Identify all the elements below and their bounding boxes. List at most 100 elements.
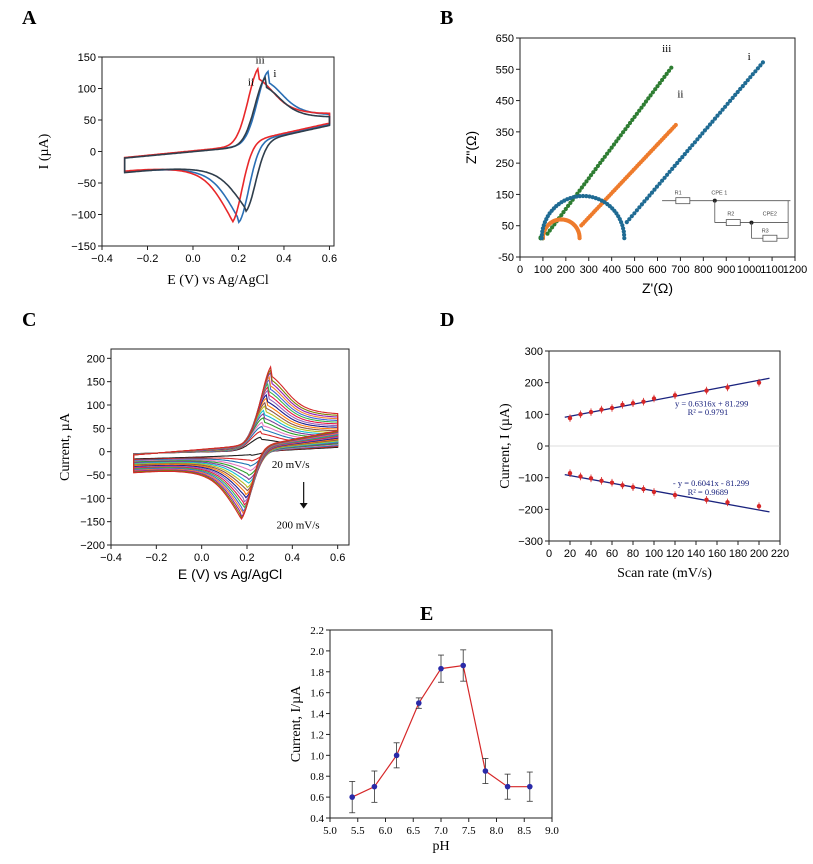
impedance-point-i — [745, 78, 750, 83]
impedance-point-i — [662, 175, 667, 180]
impedance-point-i — [700, 131, 705, 136]
impedance-point-i — [697, 134, 703, 139]
impedance-point-i — [715, 113, 720, 118]
y-tick-label: −150 — [71, 241, 96, 253]
fit-line-anodic — [564, 377, 770, 418]
y-tick-label: 2.2 — [310, 625, 324, 637]
impedance-point-iii — [550, 225, 555, 230]
data-point-anodic — [578, 412, 583, 417]
impedance-point-i — [624, 220, 629, 225]
x-axis-label: Scan rate (mV/s) — [617, 566, 712, 581]
x-tick-label: 60 — [606, 548, 618, 560]
data-point-anodic — [620, 402, 625, 408]
impedance-point-iii — [614, 139, 619, 144]
data-point-anodic — [704, 388, 709, 393]
x-tick-label: −0.4 — [91, 253, 113, 265]
impedance-point-i — [660, 178, 665, 183]
data-point-cathodic — [578, 474, 583, 479]
impedance-point-i — [758, 63, 763, 68]
impedance-point-i — [718, 110, 723, 115]
data-point-anodic — [609, 405, 615, 411]
chart-b-nyquist-plot: 0 100 200 300 400 500 600 700 800 900 100011001200… — [463, 33, 807, 296]
plot-frame — [101, 56, 335, 247]
x-axis-label: E (V) vs Ag/AgCl — [167, 273, 269, 288]
impedance-point-i — [642, 199, 647, 204]
impedance-point-iii — [637, 108, 642, 113]
cathodic-fit-equation: - y = 0.6041x - 81.299 — [673, 478, 749, 488]
x-tick-label: 0.4 — [276, 253, 291, 265]
x-tick-label: 0.0 — [185, 253, 200, 265]
data-point-ph — [393, 752, 400, 759]
data-point-anodic — [599, 407, 604, 412]
y-tick-label: 300 — [525, 346, 543, 358]
impedance-point-iii — [559, 213, 564, 218]
impedance-point-iii — [639, 105, 644, 110]
impedance-point-iii — [561, 210, 566, 215]
x-tick-label: 0.2 — [231, 253, 246, 265]
impedance-point-iii — [648, 93, 653, 98]
data-point-cathodic — [641, 486, 646, 492]
chart-a-cyclic-voltammogram: −0.4 −0.2 0.0 0.2 0.4 0.6 −150 −100 −50 0 50 100 150… — [37, 52, 337, 288]
impedance-point-iii — [641, 102, 646, 107]
data-point-anodic — [651, 396, 657, 401]
impedance-point-iii — [655, 84, 660, 89]
y-tick-label: −50 — [77, 178, 96, 190]
impedance-point-ii — [673, 122, 678, 128]
data-point-cathodic — [725, 500, 730, 505]
x-tick-label: 100 — [534, 264, 552, 276]
impedance-point-i — [574, 194, 579, 199]
impedance-point-i — [677, 157, 682, 163]
impedance-point-iii — [545, 231, 550, 236]
impedance-point-iii — [593, 167, 598, 172]
impedance-point-iii — [632, 114, 637, 119]
panel-label-a: A — [22, 7, 37, 29]
impedance-point-i — [621, 229, 626, 234]
data-point-cathodic — [672, 492, 678, 498]
impedance-point-iii — [621, 130, 626, 135]
circuit-label: R2 — [727, 212, 734, 218]
impedance-point-i — [654, 184, 660, 189]
y-tick-label: 0.8 — [310, 771, 324, 783]
impedance-point-i — [702, 128, 708, 133]
impedance-point-i — [620, 223, 625, 228]
impedance-point-iii — [623, 127, 628, 132]
x-tick-label: 120 — [666, 548, 684, 560]
impedance-point-iii — [591, 170, 596, 175]
curve-label-iii: iii — [255, 54, 264, 66]
x-tick-label: 20 — [564, 548, 576, 560]
impedance-point-i — [687, 146, 692, 151]
impedance-point-iii — [579, 185, 585, 190]
data-point-cathodic — [609, 480, 615, 485]
y-tick-label: 50 — [502, 221, 514, 233]
scan-rate-label-high: 200 mV/s — [276, 520, 319, 532]
y-tick-label: 100 — [525, 409, 543, 421]
y-tick-label: −100 — [518, 473, 543, 485]
x-tick-label: 6.5 — [406, 825, 420, 837]
y-tick-label: 1.4 — [310, 709, 324, 721]
data-point-anodic — [672, 393, 678, 398]
impedance-point-i — [577, 194, 582, 199]
impedance-point-iii — [563, 206, 568, 212]
impedance-point-iii — [625, 124, 630, 129]
circuit-label: CPE 1 — [711, 190, 727, 196]
y-tick-label: −150 — [80, 517, 105, 529]
impedance-point-iii — [618, 133, 623, 138]
impedance-point-iii — [609, 145, 614, 150]
ph-response-line — [351, 664, 530, 798]
y-tick-label: -50 — [498, 252, 514, 264]
y-tick-label: 1.8 — [310, 667, 324, 679]
x-tick-label: 1000 — [737, 264, 761, 276]
impedance-point-i — [539, 232, 545, 237]
impedance-point-i — [723, 104, 728, 109]
data-point-cathodic — [630, 484, 636, 490]
curve-label-iii: iii — [662, 43, 671, 55]
data-point-cathodic — [651, 489, 657, 495]
impedance-point-i — [750, 72, 755, 77]
y-tick-label: 1.6 — [310, 688, 324, 700]
y-tick-label: 150 — [87, 377, 105, 389]
data-point-cathodic — [567, 471, 573, 476]
x-tick-label: 6.0 — [379, 825, 393, 837]
y-tick-label: −200 — [80, 540, 105, 552]
impedance-point-iii — [662, 74, 667, 79]
